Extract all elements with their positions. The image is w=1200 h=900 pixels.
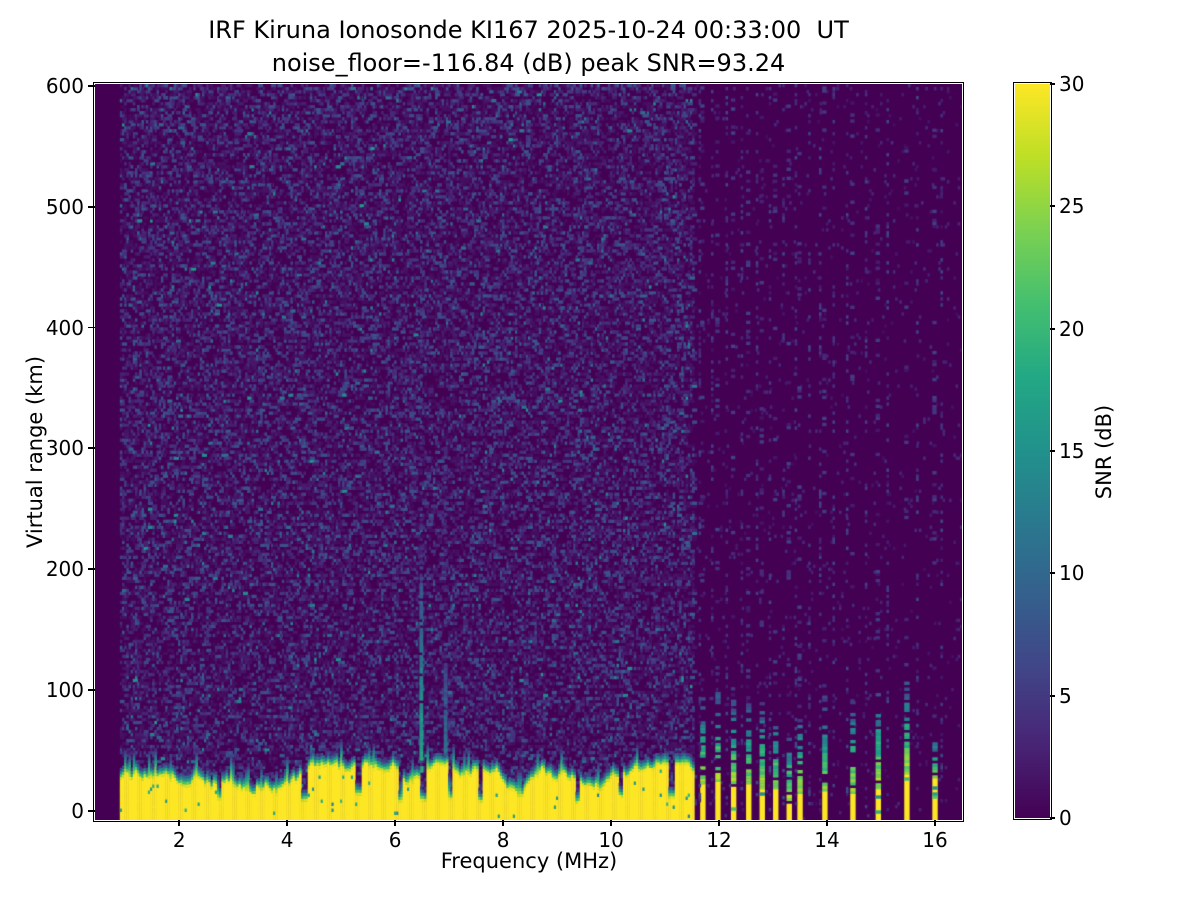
colorbar-tick-label: 20 [1059, 317, 1084, 341]
chart-title: IRF Kiruna Ionosonde KI167 2025-10-24 00… [95, 14, 962, 47]
x-tick-label: 16 [922, 828, 947, 852]
x-tick-mark [718, 820, 720, 826]
y-tick-label: 600 [46, 74, 84, 98]
y-tick-mark [88, 447, 95, 449]
x-tick-label: 4 [281, 828, 294, 852]
x-tick-label: 2 [173, 828, 186, 852]
y-tick-label: 0 [71, 799, 84, 823]
colorbar-tick-label: 15 [1059, 439, 1084, 463]
chart-subtitle: noise_floor=-116.84 (dB) peak SNR=93.24 [95, 47, 962, 80]
x-tick-label: 6 [389, 828, 402, 852]
colorbar-tick-mark [1050, 695, 1055, 697]
colorbar-tick-mark [1050, 572, 1055, 574]
y-tick-label: 300 [46, 436, 84, 460]
x-tick-label: 8 [497, 828, 510, 852]
colorbar-tick-mark [1050, 83, 1055, 85]
x-tick-mark [502, 820, 504, 826]
colorbar-tick-label: 30 [1059, 72, 1084, 96]
y-tick-mark [88, 85, 95, 87]
colorbar-tick-mark [1050, 450, 1055, 452]
x-tick-mark [394, 820, 396, 826]
x-tick-mark [178, 820, 180, 826]
x-tick-label: 14 [814, 828, 839, 852]
x-tick-label: 12 [706, 828, 731, 852]
y-tick-label: 100 [46, 678, 84, 702]
x-tick-mark [934, 820, 936, 826]
x-axis-label: Frequency (MHz) [441, 849, 617, 873]
colorbar-tick-label: 25 [1059, 194, 1084, 218]
colorbar-tick-mark [1050, 817, 1055, 819]
x-tick-mark [610, 820, 612, 826]
ionogram-heatmap [95, 84, 962, 820]
x-tick-mark [826, 820, 828, 826]
ionogram-figure: IRF Kiruna Ionosonde KI167 2025-10-24 00… [0, 0, 1200, 900]
y-tick-mark [88, 206, 95, 208]
y-axis-label: Virtual range (km) [23, 356, 47, 548]
colorbar-tick-label: 10 [1059, 561, 1084, 585]
x-tick-mark [286, 820, 288, 826]
colorbar-tick-label: 5 [1059, 684, 1072, 708]
y-tick-mark [88, 810, 95, 812]
y-tick-mark [88, 327, 95, 329]
colorbar-tick-mark [1050, 205, 1055, 207]
x-tick-label: 10 [598, 828, 623, 852]
y-tick-label: 500 [46, 195, 84, 219]
y-tick-label: 400 [46, 316, 84, 340]
colorbar-gradient [1015, 84, 1050, 818]
y-tick-label: 200 [46, 557, 84, 581]
y-tick-mark [88, 689, 95, 691]
y-tick-mark [88, 568, 95, 570]
colorbar-tick-label: 0 [1059, 806, 1072, 830]
colorbar-tick-mark [1050, 328, 1055, 330]
colorbar-label: SNR (dB) [1092, 405, 1116, 499]
